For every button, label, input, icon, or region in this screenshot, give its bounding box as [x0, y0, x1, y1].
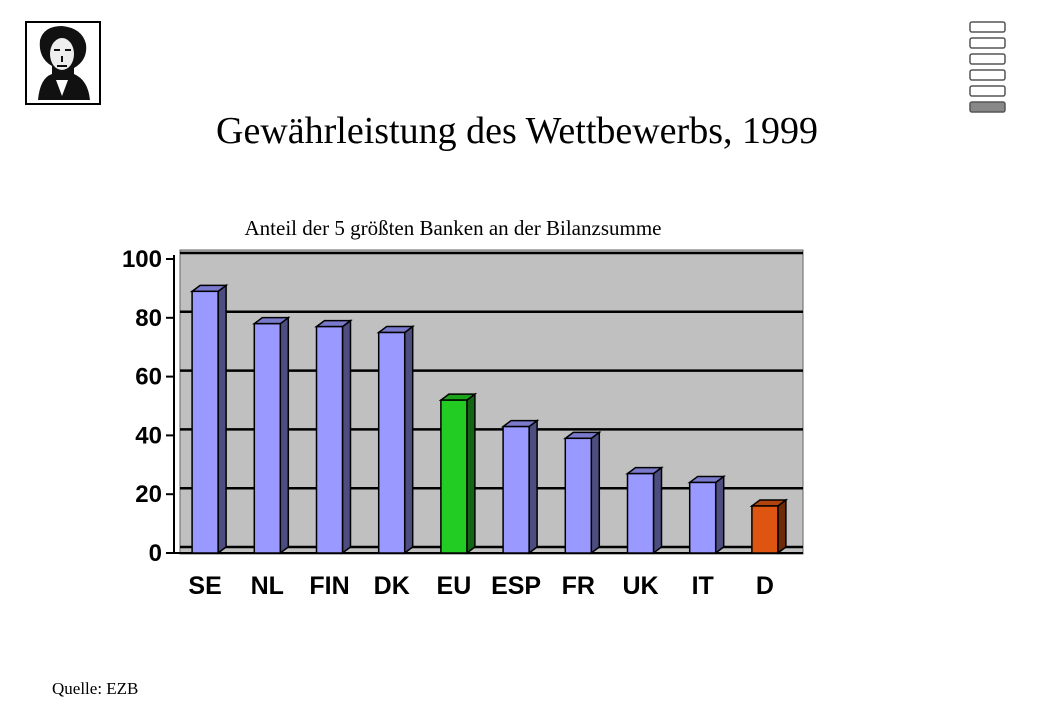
x-tick-label: UK — [622, 572, 658, 600]
y-tick-label: 40 — [135, 422, 162, 449]
bar-side — [341, 319, 352, 555]
x-tick-label: NL — [251, 572, 284, 600]
bar — [191, 290, 219, 554]
bar — [315, 325, 344, 554]
bar-side — [714, 474, 725, 555]
x-tick-label: DK — [374, 572, 410, 600]
x-tick-label: FIN — [309, 572, 349, 600]
x-tick-label: IT — [692, 572, 714, 600]
bar — [440, 399, 468, 554]
nav-icon — [969, 21, 1006, 113]
x-tick-label: FR — [562, 572, 595, 600]
bar-side — [403, 325, 414, 555]
bar — [564, 437, 593, 554]
x-tick-label: SE — [188, 572, 221, 600]
bar — [253, 322, 282, 554]
bar-side — [217, 283, 227, 555]
x-tick-label: ESP — [491, 572, 541, 600]
x-tick-label: EU — [437, 572, 472, 600]
bar — [502, 425, 530, 554]
bar — [688, 481, 717, 554]
y-tick-label: 80 — [135, 305, 162, 332]
bar-side — [652, 466, 663, 555]
y-tick-label: 60 — [135, 364, 162, 391]
bar-side — [528, 419, 538, 555]
bar-side — [777, 498, 787, 555]
x-tick-label: D — [756, 572, 774, 600]
source: Quelle: EZB — [52, 679, 138, 698]
y-tick-label: 0 — [149, 540, 162, 567]
bar-side — [466, 392, 476, 555]
y-tick-label: 20 — [135, 481, 162, 508]
chart-subtitle: Anteil der 5 größten Banken an der Bilan… — [245, 216, 662, 240]
bar — [626, 472, 655, 554]
bar-side — [279, 316, 290, 555]
chart-title: Gewährleistung des Wettbewerbs, 1999 — [216, 110, 818, 152]
logo — [25, 21, 101, 105]
bar — [751, 505, 779, 554]
bar-side — [590, 430, 601, 555]
bar — [377, 331, 406, 554]
y-tick-label: 100 — [122, 246, 162, 273]
